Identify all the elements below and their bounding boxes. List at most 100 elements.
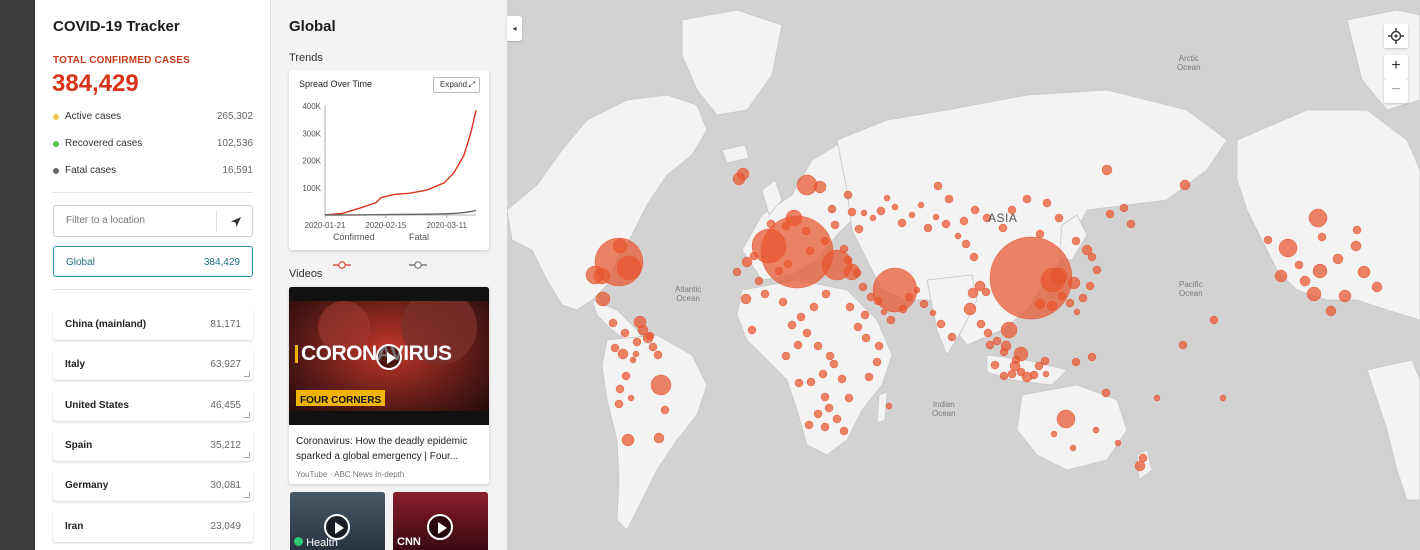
- case-bubble[interactable]: [1073, 308, 1081, 316]
- case-bubble[interactable]: [961, 239, 971, 249]
- case-bubble[interactable]: [747, 325, 757, 335]
- case-bubble[interactable]: [837, 374, 847, 384]
- case-bubble[interactable]: [933, 181, 943, 191]
- case-bubble[interactable]: [959, 216, 969, 226]
- case-bubble[interactable]: [1046, 300, 1058, 312]
- video-thumbnail-health[interactable]: Health: [290, 492, 385, 550]
- case-bubble[interactable]: [612, 238, 628, 254]
- case-bubble[interactable]: [908, 211, 916, 219]
- case-bubble[interactable]: [954, 232, 962, 240]
- case-bubble[interactable]: [781, 221, 791, 231]
- case-bubble[interactable]: [982, 213, 992, 223]
- case-bubble[interactable]: [610, 343, 620, 353]
- expand-button[interactable]: Expand ⤢: [433, 77, 480, 93]
- case-bubble[interactable]: [821, 289, 831, 299]
- case-bubble[interactable]: [813, 341, 823, 351]
- collapse-panel-button[interactable]: ◂: [507, 16, 522, 41]
- case-bubble[interactable]: [1078, 293, 1088, 303]
- case-bubble[interactable]: [941, 219, 951, 229]
- case-bubble[interactable]: [796, 174, 818, 196]
- case-bubble[interactable]: [818, 369, 828, 379]
- case-bubble[interactable]: [642, 332, 654, 344]
- case-bubble[interactable]: [1081, 244, 1093, 256]
- case-bubble[interactable]: [1126, 219, 1136, 229]
- zoom-out-button[interactable]: −: [1384, 79, 1408, 103]
- case-bubble[interactable]: [787, 320, 797, 330]
- case-bubble[interactable]: [1085, 281, 1095, 291]
- case-bubble[interactable]: [781, 351, 791, 361]
- case-bubble[interactable]: [1016, 367, 1026, 377]
- case-bubble[interactable]: [1317, 232, 1327, 242]
- case-bubble[interactable]: [1071, 357, 1081, 367]
- case-bubble[interactable]: [947, 332, 957, 342]
- case-bubble[interactable]: [1050, 267, 1068, 285]
- case-bubble[interactable]: [1105, 209, 1115, 219]
- location-item-italy[interactable]: Italy 63,927: [53, 349, 253, 380]
- case-bubble[interactable]: [843, 255, 853, 265]
- case-bubble[interactable]: [820, 236, 830, 246]
- case-bubble[interactable]: [1278, 238, 1298, 258]
- case-bubble[interactable]: [1022, 194, 1032, 204]
- video-title[interactable]: Coronavirus: How the deadly epidemic spa…: [296, 436, 468, 462]
- case-bubble[interactable]: [1087, 352, 1097, 362]
- case-bubble[interactable]: [885, 402, 893, 410]
- case-bubble[interactable]: [1092, 426, 1100, 434]
- case-bubble[interactable]: [1352, 225, 1362, 235]
- case-bubble[interactable]: [904, 292, 914, 302]
- case-bubble[interactable]: [1092, 265, 1102, 275]
- zoom-in-button[interactable]: +: [1384, 55, 1408, 79]
- case-bubble[interactable]: [1308, 208, 1328, 228]
- case-bubble[interactable]: [830, 220, 840, 230]
- case-bubble[interactable]: [1179, 179, 1191, 191]
- case-bubble[interactable]: [998, 223, 1008, 233]
- case-bubble[interactable]: [751, 228, 787, 264]
- case-bubble[interactable]: [1306, 286, 1322, 302]
- case-bubble[interactable]: [1071, 236, 1081, 246]
- case-bubble[interactable]: [620, 328, 630, 338]
- case-bubble[interactable]: [852, 268, 862, 278]
- case-bubble[interactable]: [1119, 203, 1129, 213]
- case-bubble[interactable]: [860, 310, 870, 320]
- case-bubble[interactable]: [974, 280, 986, 292]
- case-bubble[interactable]: [1325, 305, 1337, 317]
- case-bubble[interactable]: [1332, 253, 1344, 265]
- video-card[interactable]: CORONAVIRUS FOUR CORNERS Coronavirus: Ho…: [289, 287, 489, 484]
- case-bubble[interactable]: [1087, 252, 1097, 262]
- case-bubble[interactable]: [891, 203, 899, 211]
- case-bubble[interactable]: [616, 255, 642, 281]
- case-bubble[interactable]: [629, 356, 637, 364]
- case-bubble[interactable]: [820, 422, 830, 432]
- case-bubble[interactable]: [1338, 289, 1352, 303]
- case-bubble[interactable]: [999, 347, 1009, 357]
- case-bubble[interactable]: [1034, 361, 1044, 371]
- case-bubble[interactable]: [1011, 355, 1021, 365]
- case-bubble[interactable]: [740, 293, 752, 305]
- case-bubble[interactable]: [1056, 409, 1076, 429]
- case-bubble[interactable]: [809, 302, 819, 312]
- case-bubble[interactable]: [774, 266, 784, 276]
- case-bubble[interactable]: [1042, 370, 1050, 378]
- case-bubble[interactable]: [804, 420, 814, 430]
- case-bubble[interactable]: [985, 340, 995, 350]
- case-bubble[interactable]: [1034, 298, 1046, 310]
- case-bubble[interactable]: [806, 377, 816, 387]
- case-bubble[interactable]: [637, 324, 649, 336]
- case-bubble[interactable]: [1065, 298, 1075, 308]
- case-bubble[interactable]: [749, 251, 759, 261]
- case-bubble[interactable]: [844, 393, 854, 403]
- case-bubble[interactable]: [872, 267, 918, 313]
- case-bubble[interactable]: [1178, 340, 1188, 350]
- world-map[interactable]: Arctic Ocean Atlantic Ocean Pacific Ocean I…: [507, 0, 1420, 550]
- navigate-icon[interactable]: [228, 214, 244, 230]
- case-bubble[interactable]: [876, 206, 886, 216]
- case-bubble[interactable]: [805, 246, 815, 256]
- case-bubble[interactable]: [967, 287, 979, 299]
- case-bubble[interactable]: [1294, 260, 1304, 270]
- case-bubble[interactable]: [843, 190, 853, 200]
- case-bubble[interactable]: [874, 341, 884, 351]
- case-bubble[interactable]: [983, 328, 993, 338]
- case-bubble[interactable]: [869, 214, 877, 222]
- case-bubble[interactable]: [741, 256, 753, 268]
- case-bubble[interactable]: [794, 378, 804, 388]
- case-bubble[interactable]: [785, 209, 803, 227]
